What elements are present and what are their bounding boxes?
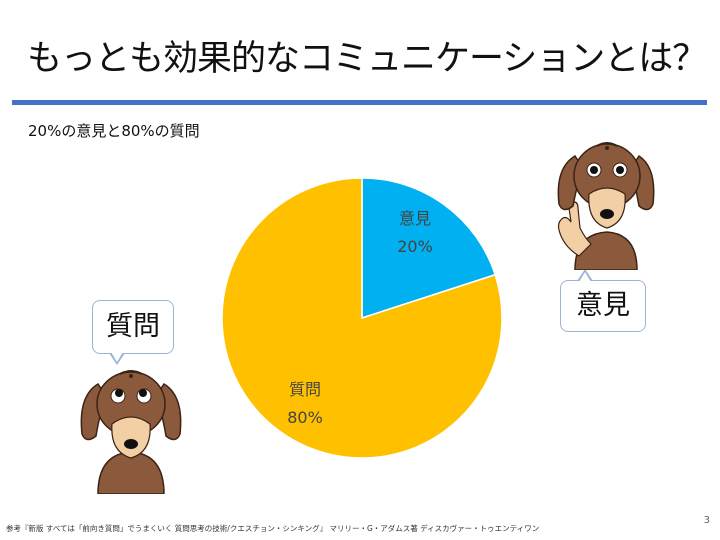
slice-value-opinion: 20% [397, 237, 433, 256]
chart-subtitle: 20%の意見と80%の質問 [28, 122, 200, 140]
title-divider [12, 100, 707, 105]
pie-slice-opinion [361, 177, 497, 320]
dog-pointing-illustration [557, 142, 655, 270]
page-number: 3 [703, 515, 710, 526]
slice-name-opinion: 意見 [398, 209, 431, 228]
slice-label-opinion: 意見 20% [380, 205, 450, 261]
speech-bubble-question-text: 質問 [106, 311, 160, 342]
pie-slice-question [221, 177, 503, 459]
reference-footnote: 参考『新版 すべては「前向き質問」でうまくいく 質問思考の技術/クエスチョン・シ… [6, 524, 540, 533]
slice-label-question: 質問 80% [270, 376, 340, 432]
slide-title: もっとも効果的なコミュニケーションとは？ [27, 39, 707, 79]
speech-bubble-opinion-text: 意見 [576, 290, 630, 321]
slice-value-question: 80% [287, 408, 323, 427]
dog-questioning-illustration [80, 370, 182, 494]
speech-bubble-opinion: 意見 [560, 269, 646, 332]
slice-name-question: 質問 [288, 380, 321, 399]
speech-bubble-question: 質問 [92, 300, 174, 365]
